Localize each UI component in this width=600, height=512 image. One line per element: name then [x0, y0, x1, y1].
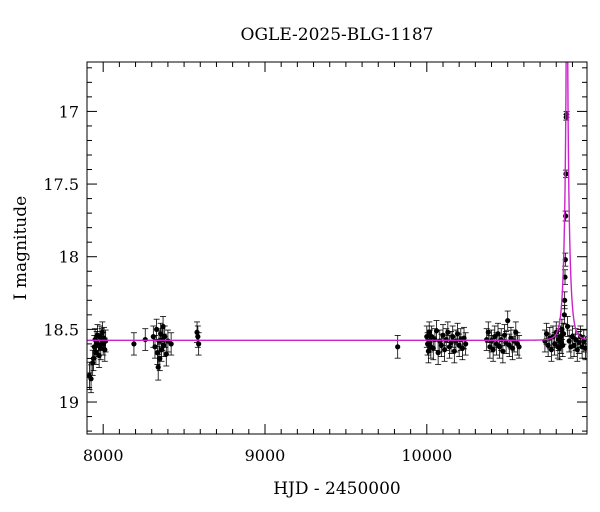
data-point	[561, 291, 568, 310]
data-point	[164, 329, 171, 353]
y-tick-label: 17.5	[43, 175, 79, 194]
y-tick-label: 18	[59, 248, 79, 267]
data-point	[394, 335, 401, 359]
data-point	[130, 332, 137, 356]
data-point	[194, 325, 201, 348]
plot-frame	[86, 61, 588, 435]
data-point	[504, 310, 511, 331]
data-point	[151, 335, 158, 359]
model-layer	[87, 62, 587, 341]
data-point	[163, 341, 170, 367]
data-point	[462, 332, 469, 356]
y-tick-label: 18.5	[43, 320, 79, 339]
y-axis: 17 17.5 18 18.5 19	[43, 67, 587, 432]
data-point	[444, 321, 451, 344]
x-axis-label: HJD - 2450000	[273, 479, 401, 499]
data-point	[195, 332, 202, 356]
data-point	[560, 322, 567, 345]
data-point	[562, 210, 569, 222]
data-layer	[87, 111, 587, 394]
data-point	[433, 320, 440, 342]
x-axis: 8000 9000 10000	[83, 62, 573, 465]
x-tick-label: 8000	[83, 446, 124, 465]
data-point	[168, 332, 175, 356]
data-point	[564, 316, 571, 337]
y-tick-label: 19	[59, 393, 79, 412]
y-axis-label: I magnitude	[11, 196, 31, 300]
data-point	[582, 336, 587, 361]
x-tick-label: 9000	[245, 446, 286, 465]
data-point	[142, 328, 149, 351]
chart-title: OGLE-2025-BLG-1187	[241, 25, 434, 45]
data-point	[153, 318, 160, 340]
data-point	[485, 321, 492, 344]
data-point	[194, 321, 201, 344]
data-point	[161, 325, 168, 348]
x-tick-label: 10000	[401, 446, 452, 465]
data-point	[516, 335, 523, 359]
y-tick-label: 17	[59, 102, 79, 121]
model-curve	[87, 62, 587, 341]
